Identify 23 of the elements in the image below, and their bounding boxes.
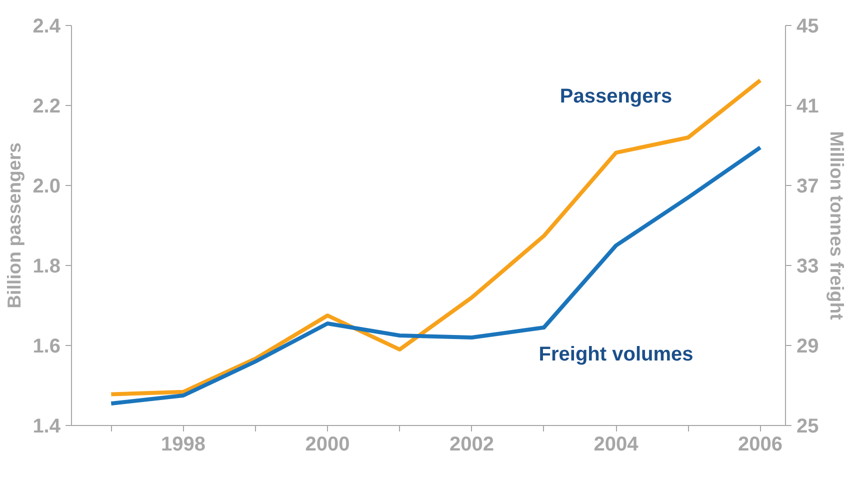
- y2-axis-title: Million tonnes freight: [826, 131, 848, 320]
- line-series: [109, 146, 762, 406]
- y2-tick-label: 25: [796, 416, 819, 438]
- y2-tick-label: 37: [796, 176, 819, 198]
- y2-tick-label: 33: [796, 256, 819, 278]
- y2-tick-label: 41: [796, 96, 819, 118]
- x-tick-label: 1998: [161, 434, 206, 456]
- line-series: [109, 78, 762, 396]
- y-tick-label: 1.6: [32, 336, 61, 358]
- y-tick-label: 2.4: [32, 16, 62, 38]
- series-label: Freight volumes: [538, 344, 694, 366]
- y-tick-label: 2.0: [32, 176, 61, 198]
- x-tick-label: 2002: [450, 434, 494, 456]
- y-tick-label: 2.2: [32, 96, 61, 118]
- series-label: Passengers: [560, 86, 672, 108]
- x-tick-label: 2004: [594, 434, 640, 456]
- y-tick-label: 1.4: [32, 416, 62, 438]
- y2-tick-label: 45: [796, 16, 819, 38]
- y-tick-label: 1.8: [32, 256, 61, 278]
- y-axis-title: Billion passengers: [4, 142, 25, 308]
- x-tick-label: 2000: [305, 434, 350, 456]
- x-tick-label: 2006: [738, 434, 783, 456]
- y2-tick-label: 29: [796, 336, 819, 358]
